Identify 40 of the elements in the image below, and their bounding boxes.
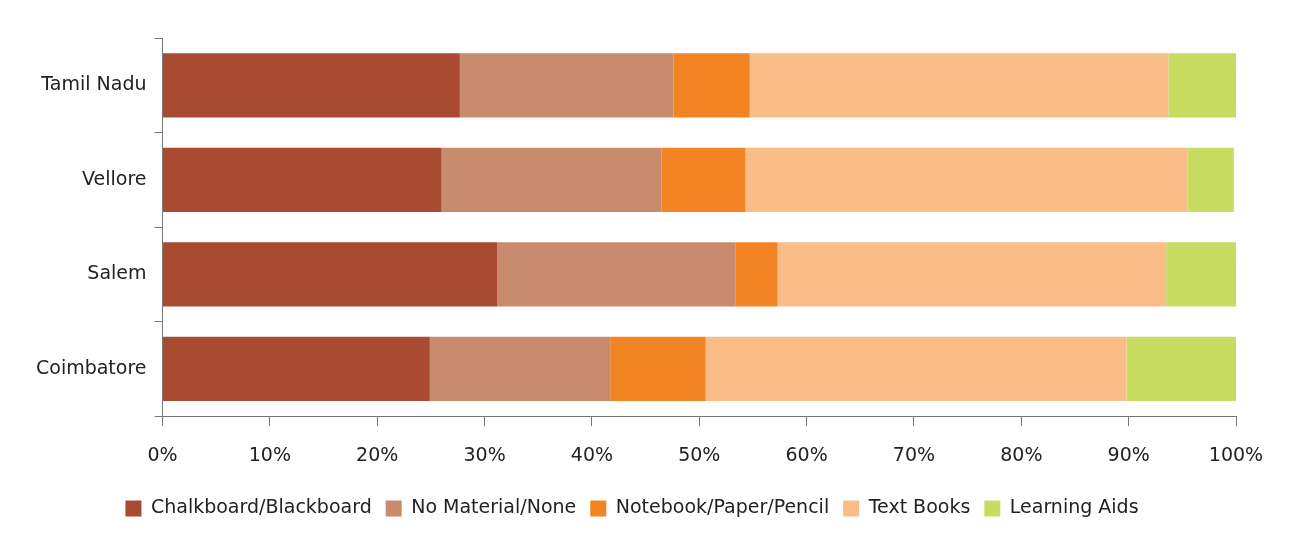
bar — [441, 147, 662, 212]
y-tick-label: Coimbatore — [35, 355, 147, 378]
bar — [163, 147, 442, 212]
bar — [661, 147, 746, 212]
bar — [163, 53, 460, 118]
bar — [610, 336, 706, 402]
x-tick-label: 90% — [1107, 442, 1150, 465]
legend-label: Text Books — [867, 495, 971, 518]
bar — [745, 147, 1188, 212]
legend-label: Learning Aids — [1009, 495, 1139, 518]
bar — [1166, 242, 1236, 307]
y-tick-label: Tamil Nadu — [40, 72, 147, 95]
x-tick-label: 0% — [147, 442, 178, 465]
bar — [705, 336, 1127, 402]
bar — [1187, 147, 1234, 212]
x-tick-label: 60% — [785, 442, 828, 465]
bar — [1168, 53, 1236, 118]
legend-label: Notebook/Paper/Pencil — [615, 495, 830, 518]
x-tick-label: 20% — [356, 442, 399, 465]
y-tick-label: Salem — [87, 261, 147, 284]
y-tick-label: Vellore — [82, 166, 147, 189]
bar — [497, 242, 736, 307]
x-tick-label: 80% — [1000, 442, 1043, 465]
legend-label: No Material/None — [411, 495, 577, 518]
x-tick-label: 100% — [1208, 442, 1264, 465]
bar — [777, 242, 1167, 307]
x-tick-label: 70% — [892, 442, 936, 465]
legend-label: Chalkboard/Blackboard — [150, 495, 372, 518]
bar — [673, 53, 750, 118]
x-tick-label: 10% — [248, 442, 291, 465]
x-tick-label: 30% — [463, 442, 506, 465]
bar — [735, 242, 778, 307]
bar — [163, 242, 498, 307]
x-tick-label: 40% — [570, 442, 614, 465]
bar — [1126, 336, 1236, 402]
bar — [429, 336, 611, 402]
bar — [749, 53, 1169, 118]
x-tick-label: 50% — [678, 442, 721, 465]
bar — [163, 336, 430, 402]
bar — [459, 53, 674, 118]
